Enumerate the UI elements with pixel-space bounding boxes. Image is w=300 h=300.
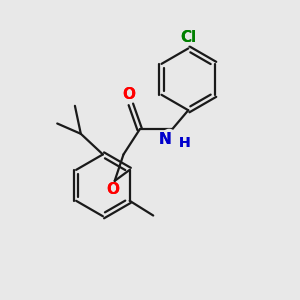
Circle shape [163, 129, 176, 142]
Text: N: N [159, 132, 172, 147]
Text: Cl: Cl [180, 30, 196, 45]
Text: O: O [122, 87, 135, 102]
Text: N: N [159, 132, 172, 147]
Text: H: H [178, 136, 190, 150]
Circle shape [124, 88, 137, 100]
Text: O: O [107, 182, 120, 197]
Circle shape [108, 183, 121, 196]
Text: Cl: Cl [180, 30, 196, 45]
Text: O: O [107, 182, 120, 197]
Circle shape [180, 28, 196, 45]
Text: O: O [122, 87, 135, 102]
Text: H: H [178, 136, 190, 150]
